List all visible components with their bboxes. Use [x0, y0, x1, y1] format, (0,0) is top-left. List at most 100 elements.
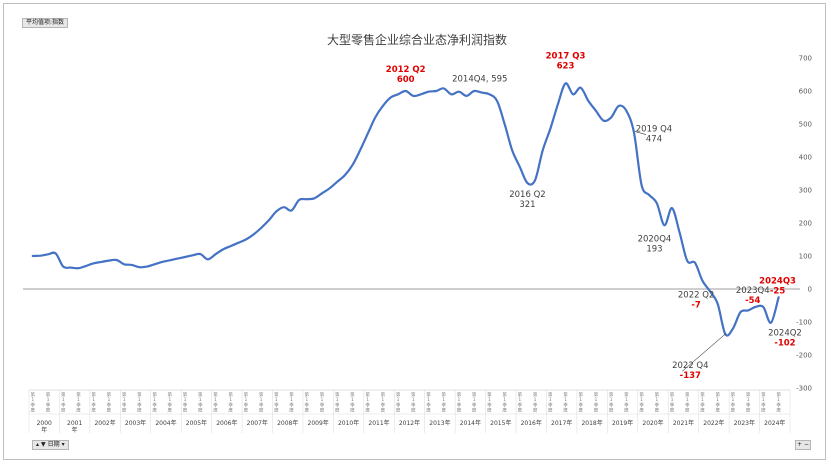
y-tick-label: -300	[796, 385, 812, 393]
svg-text:度: 度	[274, 407, 279, 414]
data-label: 623	[557, 61, 575, 71]
pivot-value-field-button[interactable]: 平均值项:指数	[22, 18, 69, 28]
svg-text:第: 第	[502, 391, 507, 398]
svg-text:度: 度	[350, 407, 355, 414]
svg-text:季: 季	[578, 401, 583, 408]
svg-text:季: 季	[441, 401, 446, 408]
svg-text:度: 度	[289, 407, 294, 414]
svg-text:1: 1	[731, 397, 734, 403]
svg-text:第: 第	[213, 391, 218, 398]
svg-text:季: 季	[426, 401, 431, 408]
x-year-label: 2012年	[399, 419, 420, 427]
data-label: 2019 Q4	[636, 125, 672, 135]
svg-text:1: 1	[488, 397, 491, 403]
svg-text:度: 度	[655, 407, 660, 414]
svg-text:1: 1	[701, 397, 704, 403]
svg-text:季: 季	[76, 401, 81, 408]
x-year-label: 2019年	[612, 419, 633, 427]
x-year-label: 2003年	[125, 419, 146, 427]
svg-text:度: 度	[746, 407, 751, 414]
y-tick-label: 300	[799, 187, 812, 195]
plus-icon[interactable]: +	[796, 441, 803, 448]
svg-text:第: 第	[244, 391, 249, 398]
svg-text:度: 度	[731, 407, 736, 414]
svg-text:1: 1	[716, 397, 719, 403]
x-year-label: 2001	[67, 420, 82, 427]
svg-text:1: 1	[397, 397, 400, 403]
data-label: 2024Q3	[759, 276, 796, 286]
svg-text:1: 1	[351, 397, 354, 403]
svg-text:1: 1	[305, 397, 308, 403]
svg-text:第: 第	[122, 391, 127, 398]
svg-text:度: 度	[198, 407, 203, 414]
svg-text:第: 第	[381, 391, 386, 398]
svg-text:季: 季	[746, 401, 751, 408]
svg-text:1: 1	[123, 397, 126, 403]
x-year-label: 2023年	[734, 419, 755, 427]
chart-title: 大型零售企业综合业态净利润指数	[327, 32, 507, 47]
svg-text:度: 度	[533, 407, 538, 414]
expand-collapse-buttons[interactable]: + −	[795, 440, 811, 450]
svg-text:1: 1	[260, 397, 263, 403]
svg-text:季: 季	[305, 401, 310, 408]
svg-text:度: 度	[761, 407, 766, 414]
svg-text:度: 度	[168, 407, 173, 414]
x-year-label: 2004年	[155, 419, 176, 427]
svg-text:第: 第	[259, 391, 264, 398]
svg-text:1: 1	[747, 397, 750, 403]
svg-text:季: 季	[594, 401, 599, 408]
svg-text:1: 1	[168, 397, 171, 403]
svg-text:季: 季	[107, 401, 112, 408]
date-filter-button[interactable]: ▴ ▼ 日期 ▾	[32, 440, 69, 450]
svg-text:季: 季	[670, 401, 675, 408]
svg-text:第: 第	[198, 391, 203, 398]
svg-text:季: 季	[168, 401, 173, 408]
x-year-label: 2000	[37, 420, 52, 427]
svg-text:第: 第	[396, 391, 401, 398]
svg-text:1: 1	[153, 397, 156, 403]
svg-text:季: 季	[152, 401, 157, 408]
svg-text:第: 第	[137, 391, 142, 398]
svg-text:度: 度	[548, 407, 553, 414]
x-year-label: 2013年	[429, 419, 450, 427]
svg-text:季: 季	[487, 401, 492, 408]
svg-text:季: 季	[685, 401, 690, 408]
svg-text:第: 第	[609, 391, 614, 398]
data-label: -25	[770, 286, 785, 296]
svg-text:第: 第	[457, 391, 462, 398]
svg-text:第: 第	[639, 391, 644, 398]
svg-text:第: 第	[350, 391, 355, 398]
data-label: -7	[691, 300, 701, 310]
svg-text:度: 度	[700, 407, 705, 414]
svg-text:度: 度	[259, 407, 264, 414]
svg-text:季: 季	[472, 401, 477, 408]
svg-text:1: 1	[77, 397, 80, 403]
svg-text:1: 1	[229, 397, 232, 403]
svg-text:第: 第	[365, 391, 370, 398]
data-label: -102	[774, 339, 795, 349]
svg-text:度: 度	[624, 407, 629, 414]
svg-text:度: 度	[61, 407, 66, 414]
minus-icon[interactable]: −	[803, 441, 810, 448]
